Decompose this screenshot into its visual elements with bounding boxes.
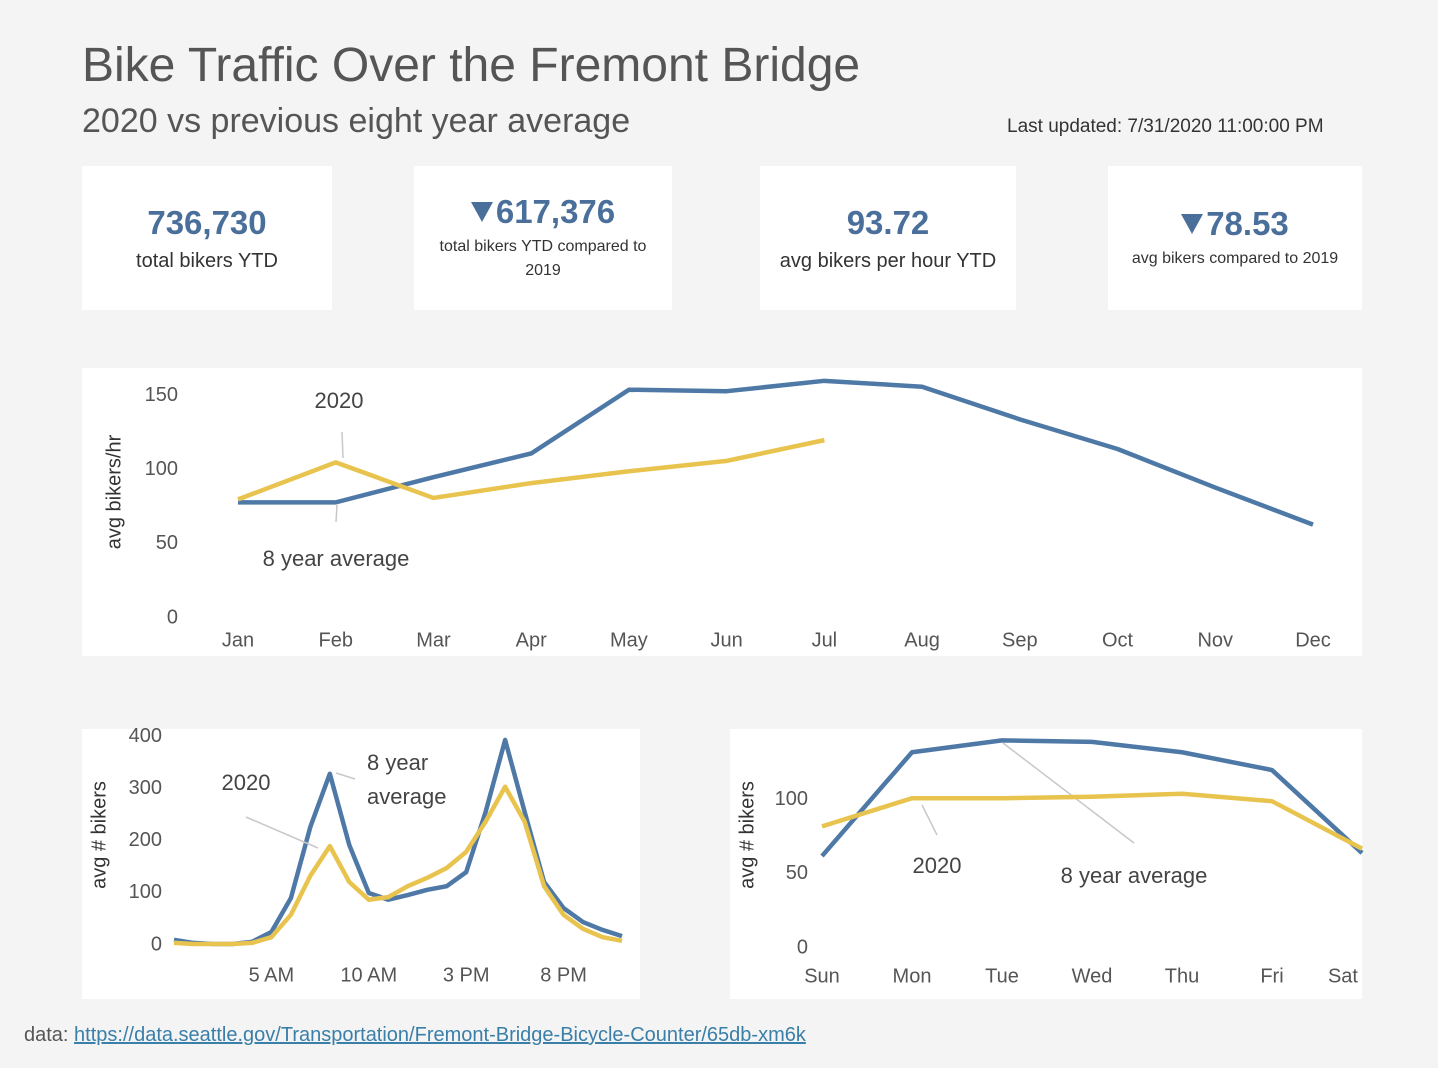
hourly-panel [82, 729, 640, 999]
leader-line [341, 431, 344, 459]
y-tick-label: 0 [151, 933, 162, 955]
x-tick-label: Nov [1197, 629, 1233, 651]
monthly-panel [82, 368, 1362, 656]
x-tick-label: Jan [222, 629, 254, 651]
down-arrow [1181, 214, 1204, 234]
triangle [470, 202, 493, 222]
series-annotation: 8 year average [263, 546, 410, 571]
y-tick-label: 0 [167, 606, 178, 628]
series-line [821, 791, 1364, 851]
y-axis-title: avg # bikers [736, 781, 758, 889]
x-tick-label: Sat [1328, 965, 1358, 987]
data-link[interactable]: https://data.seattle.gov/Transportation/… [74, 1024, 806, 1046]
y-tick-label: 50 [156, 532, 178, 554]
leader-line [921, 804, 938, 836]
series-annotation: 8 year average [367, 750, 447, 809]
x-tick-label: Apr [516, 629, 547, 651]
x-tick-label: Dec [1295, 629, 1331, 651]
leader-line [335, 504, 338, 523]
kpi-card: 617,376 total bikers YTD compared to 2019 [414, 166, 672, 310]
kpi-label: total bikers YTD compared to 2019 [439, 238, 647, 279]
y-tick-label: 100 [775, 788, 808, 810]
kpi-label: total bikers YTD [136, 249, 278, 272]
leader-line [335, 772, 356, 780]
series-annotation: 2020 [913, 853, 962, 878]
x-tick-label: Wed [1072, 965, 1113, 987]
x-tick-label: Tue [985, 965, 1019, 987]
kpi-number: 93.72 [846, 203, 930, 241]
y-tick-label: 0 [797, 936, 808, 958]
kpi-number: 736,730 [147, 203, 267, 241]
x-tick-label: Jul [812, 629, 838, 651]
y-tick-label: 200 [129, 829, 162, 851]
x-tick-label: Sun [804, 965, 840, 987]
kpi-card: 736,730 total bikers YTD [82, 166, 332, 310]
x-tick-label: Mar [416, 629, 451, 651]
x-tick-label: Sep [1002, 629, 1038, 651]
title: Bike Traffic Over the Fremont Bridge [82, 39, 861, 92]
y-tick-label: 50 [786, 862, 808, 884]
kpi-card: 78.53 avg bikers compared to 2019 [1108, 166, 1362, 310]
kpi-number: 78.53 [1206, 205, 1289, 242]
weekday-panel [730, 729, 1362, 999]
x-tick-label: 5 AM [249, 964, 295, 986]
kpi-card: 93.72 avg bikers per hour YTD [760, 166, 1016, 310]
y-tick-label: 300 [129, 777, 162, 799]
x-tick-label: Aug [904, 629, 940, 651]
y-axis-title: avg bikers/hr [103, 434, 125, 549]
series-line [237, 437, 825, 502]
footer-label: data: [24, 1024, 69, 1046]
x-tick-label: Feb [318, 629, 352, 651]
footer: data: https://data.seattle.gov/Transport… [24, 1024, 806, 1047]
subtitle: 2020 vs previous eight year average [82, 102, 631, 140]
leader-line [1002, 742, 1135, 844]
x-tick-label: 10 AM [340, 964, 397, 986]
series-line [820, 738, 1364, 858]
series-line [238, 378, 1314, 527]
x-tick-label: Mon [893, 965, 932, 987]
kpi-value: 78.53 [1181, 205, 1289, 243]
x-tick-label: Fri [1260, 965, 1283, 987]
kpi-number: 617,376 [495, 193, 616, 230]
kpi-label: avg bikers per hour YTD [779, 249, 997, 272]
series-annotation: 2020 [315, 388, 364, 413]
last-updated: Last updated: 7/31/2020 11:00:00 PM [1007, 116, 1324, 137]
series-annotation: 2020 [222, 770, 271, 795]
series-annotation: 8 year average [1061, 863, 1208, 888]
kpi-label: avg bikers compared to 2019 [1131, 250, 1339, 267]
x-tick-label: Jun [711, 629, 743, 651]
series-line [173, 784, 623, 947]
kpi-value: 617,376 [470, 193, 616, 231]
leader-line [245, 816, 319, 849]
x-tick-label: 3 PM [443, 964, 490, 986]
y-tick-label: 150 [145, 384, 178, 406]
y-tick-label: 400 [129, 725, 162, 747]
x-tick-label: Thu [1165, 965, 1199, 987]
y-tick-label: 100 [145, 458, 178, 480]
x-tick-label: May [610, 629, 648, 651]
annotation-box: 8 year average [367, 750, 447, 809]
down-arrow [470, 202, 493, 222]
x-tick-label: Oct [1102, 629, 1134, 651]
kpi-value: 93.72 [847, 204, 930, 242]
y-axis-title: avg # bikers [88, 781, 110, 889]
triangle [1181, 214, 1204, 234]
x-tick-label: 8 PM [540, 964, 587, 986]
kpi-value: 736,730 [147, 204, 266, 242]
y-tick-label: 100 [129, 881, 162, 903]
